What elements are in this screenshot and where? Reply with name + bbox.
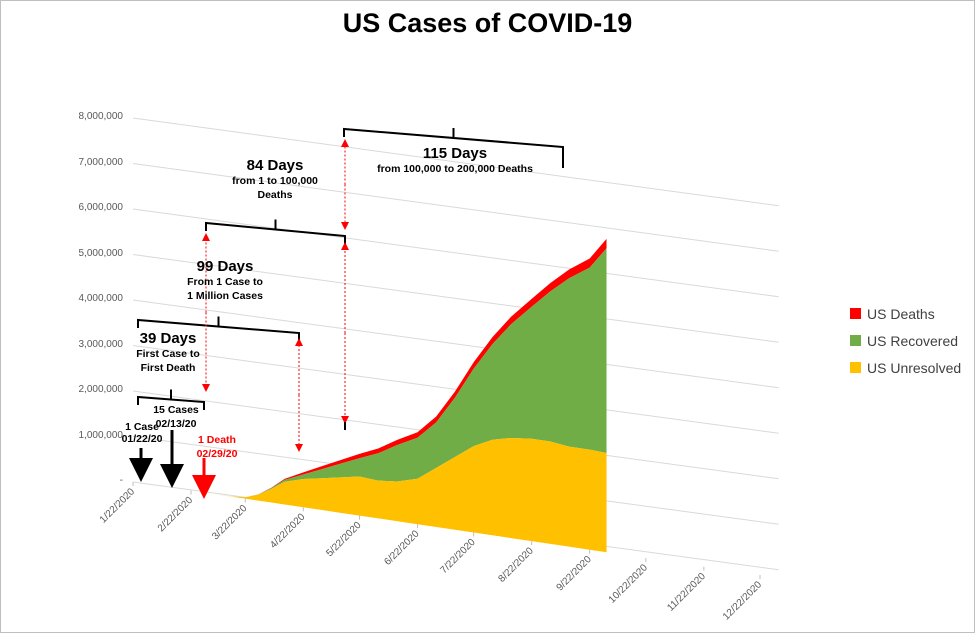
annotation-graphics	[129, 127, 564, 499]
annotation-84-line1: from 1 to 100,000	[232, 175, 318, 187]
gridline	[132, 345, 779, 434]
y-tick-label: -	[119, 475, 123, 486]
annotation-15-cases-line2: 02/13/20	[155, 418, 197, 430]
x-tick-label: 9/22/2020	[555, 554, 595, 594]
gridline	[132, 299, 779, 389]
annotation-15-cases: 15 Cases 02/13/20	[148, 403, 204, 431]
annotation-39-line1: First Case to	[136, 348, 200, 360]
annotation-1-case-line1: 1 Case	[125, 421, 159, 433]
legend-item-unresolved: US Unresolved	[850, 354, 961, 381]
gridlines	[132, 117, 779, 571]
legend-label-unresolved: US Unresolved	[867, 359, 962, 376]
x-tick-label: 1/22/2020	[98, 486, 138, 526]
legend-item-deaths: US Deaths	[850, 300, 961, 327]
y-tick-label: 3,000,000	[78, 338, 124, 350]
x-tick-label: 8/22/2020	[497, 545, 537, 585]
gridline	[132, 208, 779, 298]
series-area-unresolved	[133, 437, 607, 553]
y-tick-label: 5,000,000	[78, 247, 124, 259]
x-tick-label: 12/22/2020	[721, 579, 764, 622]
legend-swatch-deaths	[850, 308, 861, 319]
annotation-115-title: 115 Days	[422, 145, 488, 162]
annotation-99-line1: From 1 Case to	[187, 276, 263, 288]
annotation-1-case-line2: 01/22/20	[121, 433, 163, 445]
x-tick-label: 5/22/2020	[324, 520, 364, 560]
annotation-1-death-line1: 1 Death	[198, 434, 236, 446]
y-tick-label: 4,000,000	[78, 293, 124, 304]
annotation-84-days: 84 Days from 1 to 100,000 Deaths	[215, 157, 335, 202]
series-area-recovered	[133, 248, 607, 498]
annotation-99-days: 99 Days From 1 Case to 1 Million Cases	[165, 258, 285, 303]
annotation-39-title: 39 Days	[139, 330, 197, 347]
x-tick-label: 10/22/2020	[607, 562, 650, 605]
y-tick-label: 8,000,000	[78, 111, 124, 122]
annotation-84-title: 84 Days	[246, 157, 304, 174]
bracket-39-days	[137, 389, 205, 410]
y-tick-label: 2,000,000	[78, 384, 124, 395]
x-tick-label: 11/22/2020	[665, 571, 708, 614]
annotation-99-title: 99 Days	[196, 258, 254, 275]
legend-label-deaths: US Deaths	[867, 305, 935, 322]
annotation-39-days: 39 Days First Case to First Death	[118, 330, 218, 375]
bracket-99-days	[137, 316, 300, 341]
x-tick-label: 3/22/2020	[210, 503, 250, 543]
annotation-39-line2: First Death	[140, 362, 196, 374]
x-tick-label: 4/22/2020	[268, 511, 308, 551]
legend: US Deaths US Recovered US Unresolved	[850, 300, 961, 381]
gridline	[132, 254, 779, 343]
annotation-115-line1: from 100,000 to 200,000 Deaths	[377, 163, 533, 175]
y-tick-label: 7,000,000	[78, 156, 124, 168]
annotation-15-cases-line1: 15 Cases	[153, 404, 199, 416]
annotation-1-death: 1 Death 02/29/20	[192, 433, 242, 461]
y-tick-label: 6,000,000	[78, 202, 124, 213]
chart-title: US Cases of COVID-19	[342, 8, 633, 38]
series-layer	[133, 238, 607, 553]
bracket-84-days	[205, 219, 346, 244]
y-tick-label: 1,000,000	[78, 429, 124, 441]
annotation-1-death-line2: 02/29/20	[196, 448, 238, 460]
annotation-99-line2: 1 Million Cases	[187, 290, 263, 302]
legend-item-recovered: US Recovered	[850, 327, 961, 354]
gridline	[132, 117, 779, 207]
x-tick-label: 2/22/2020	[156, 495, 196, 535]
annotation-1-case: 1 Case 01/22/20	[112, 420, 172, 446]
annotation-115-days: 115 Days from 100,000 to 200,000 Deaths	[355, 145, 555, 176]
x-tick-label: 7/22/2020	[439, 537, 479, 577]
legend-label-recovered: US Recovered	[867, 332, 959, 349]
legend-swatch-unresolved	[850, 362, 861, 373]
x-tick-label: 6/22/2020	[382, 528, 422, 568]
gridline	[132, 163, 779, 252]
legend-swatch-recovered	[850, 335, 861, 346]
annotation-84-line2: Deaths	[257, 189, 293, 201]
